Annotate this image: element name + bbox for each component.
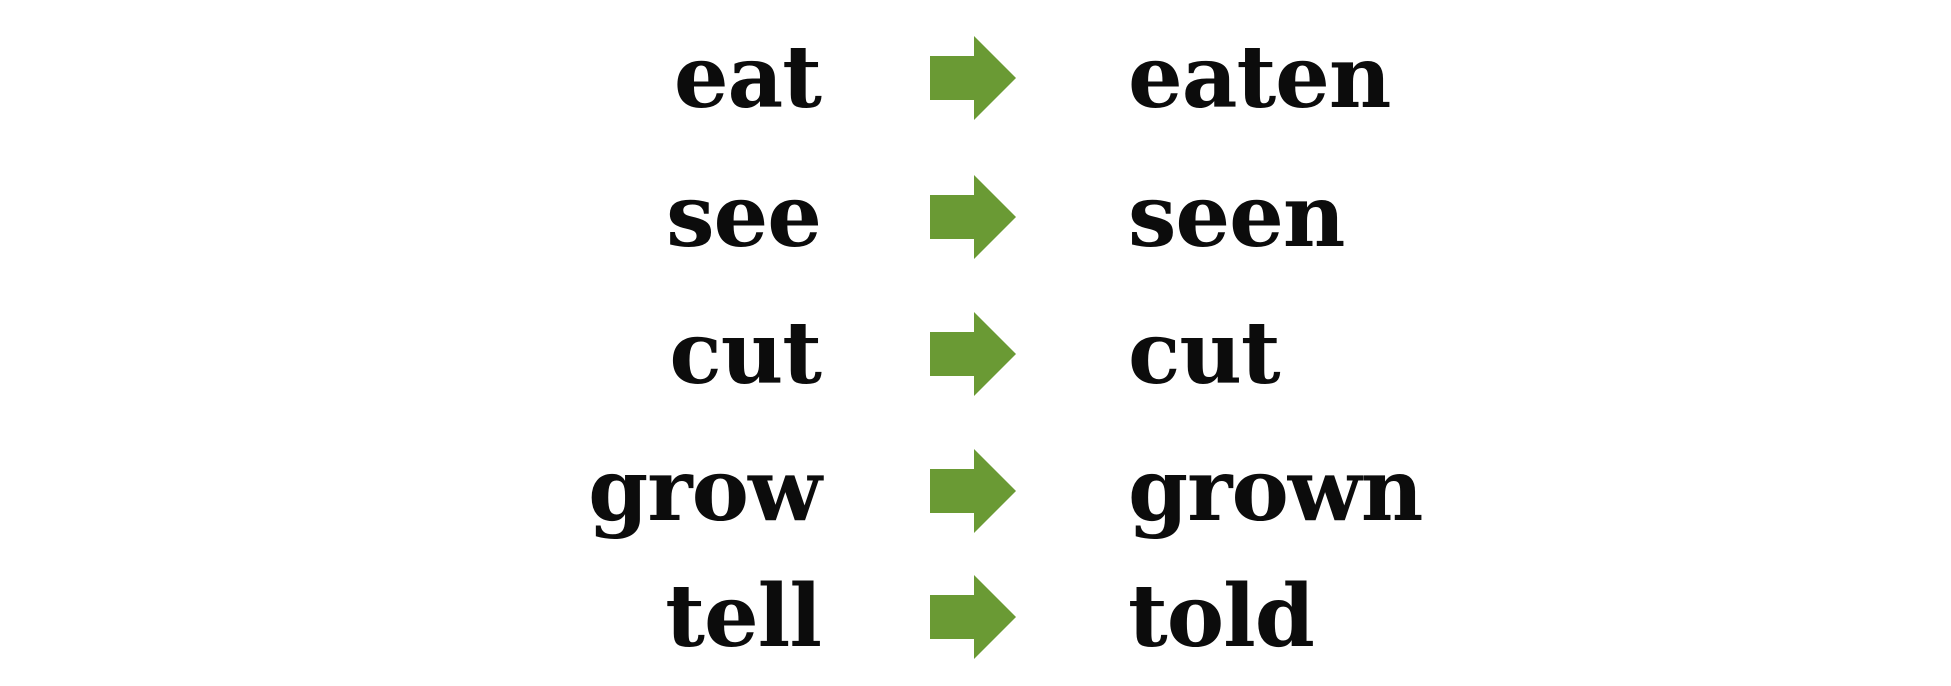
verb-pair-row: cut cut bbox=[0, 294, 1951, 414]
verb-pair-row: see seen bbox=[0, 157, 1951, 277]
right-arrow-icon bbox=[930, 36, 1016, 120]
base-verb: tell bbox=[665, 566, 822, 667]
right-arrow-icon bbox=[930, 175, 1016, 259]
right-arrow-icon bbox=[930, 575, 1016, 659]
verb-pair-row: eat eaten bbox=[0, 18, 1951, 138]
base-verb: cut bbox=[669, 303, 822, 404]
past-participle: grown bbox=[1128, 440, 1423, 541]
past-participle: seen bbox=[1128, 166, 1345, 267]
past-participle: told bbox=[1128, 566, 1315, 667]
past-participle: eaten bbox=[1128, 27, 1391, 128]
base-verb: grow bbox=[588, 440, 822, 541]
right-arrow-icon bbox=[930, 449, 1016, 533]
base-verb: see bbox=[666, 166, 822, 267]
verb-pair-row: tell told bbox=[0, 557, 1951, 677]
past-participle: cut bbox=[1128, 303, 1281, 404]
verb-pair-row: grow grown bbox=[0, 431, 1951, 551]
base-verb: eat bbox=[673, 27, 822, 128]
right-arrow-icon bbox=[930, 312, 1016, 396]
